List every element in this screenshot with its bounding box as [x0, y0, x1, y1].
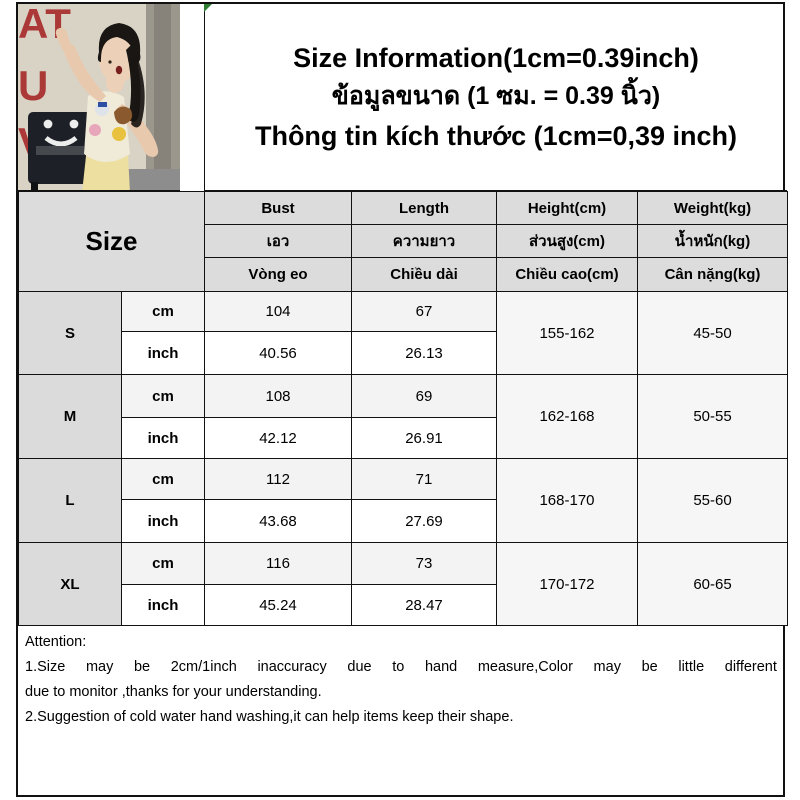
svg-text:U: U [18, 62, 48, 109]
